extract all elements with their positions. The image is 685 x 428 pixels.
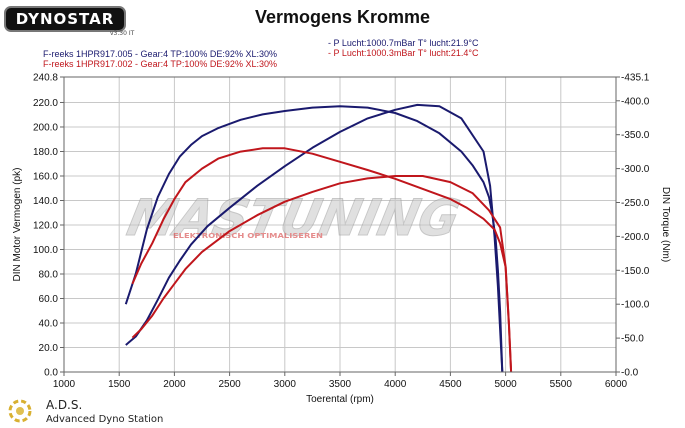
y2-tick-label: -250.0 (621, 198, 650, 209)
x-tick-label: 1500 (108, 379, 131, 390)
x-tick-label: 5000 (494, 379, 517, 390)
series-line-2 (124, 105, 504, 373)
y2-axis-label: DIN Torque (Nm) (660, 187, 671, 262)
x-tick-label: 5500 (550, 379, 573, 390)
x-tick-label: 4500 (439, 379, 462, 390)
x-tick-label: 4000 (384, 379, 407, 390)
legend-entry-series-2: F-reeks 1HPR917.002 - Gear:4 TP:100% DE:… (38, 48, 478, 81)
footer-subtitle: Advanced Dyno Station (46, 414, 164, 425)
legend-series-1-air: - P Lucht:1000.7mBar T° lucht:21.9°C (328, 38, 479, 48)
y2-tick-label: -300.0 (621, 164, 650, 175)
y-tick-label: 80.0 (39, 269, 59, 280)
series-line-3 (131, 175, 513, 373)
y-tick-label: 240.8 (33, 73, 58, 84)
y2-tick-label: -435.1 (621, 73, 650, 84)
series-line-4 (131, 147, 513, 373)
x-tick-label: 6000 (605, 379, 628, 390)
y2-tick-label: -150.0 (621, 266, 650, 277)
x-tick-label: 2000 (163, 379, 186, 390)
y-tick-label: 180.0 (33, 147, 58, 158)
watermark-sub-text: ELEKTRONISCH OPTIMALISEREN (173, 232, 323, 240)
x-tick-label: 1000 (53, 379, 76, 390)
y-tick-label: 140.0 (33, 196, 58, 207)
y-tick-label: 220.0 (33, 98, 58, 109)
y-tick-label: 40.0 (39, 318, 59, 329)
legend-entry-series-1: F-reeks 1HPR917.005 - Gear:4 TP:100% DE:… (38, 38, 478, 71)
y-axis-label: DIN Motor Vermogen (pk) (12, 168, 23, 282)
y2-tick-label: -0.0 (621, 368, 639, 379)
logo-version: v3.30 IT (110, 30, 135, 37)
dynostar-logo: DYNOSTAR (4, 6, 126, 32)
footer-title: A.D.S. (46, 398, 83, 412)
y2-tick-label: -100.0 (621, 300, 650, 311)
x-axis-label: Toerental (rpm) (306, 394, 374, 405)
y2-tick-label: -200.0 (621, 232, 650, 243)
ads-logo-icon (8, 399, 32, 423)
chart-title: Vermogens Kromme (254, 7, 431, 27)
y-tick-label: 160.0 (33, 171, 58, 182)
legend-series-1-settings: F-reeks 1HPR917.005 - Gear:4 TP:100% DE:… (43, 49, 277, 59)
y-tick-label: 200.0 (33, 122, 58, 133)
y-tick-label: 100.0 (33, 245, 58, 256)
y-tick-label: 20.0 (39, 343, 59, 354)
legend-series-2-settings: F-reeks 1HPR917.002 - Gear:4 TP:100% DE:… (43, 59, 277, 69)
chart-series (124, 103, 513, 373)
y-tick-label: 0.0 (44, 368, 58, 379)
y2-tick-label: -400.0 (621, 96, 650, 107)
x-tick-label: 2500 (218, 379, 241, 390)
legend-series-2-air: - P Lucht:1000.3mBar T° lucht:21.4°C (328, 48, 479, 58)
mastuning-watermark: MASTUNING ELEKTRONISCH OPTIMALISEREN (122, 188, 465, 247)
y2-tick-label: -350.0 (621, 130, 650, 141)
series-line-1 (125, 103, 504, 373)
x-tick-label: 3000 (274, 379, 297, 390)
y-tick-label: 60.0 (39, 294, 59, 305)
axis-ticks: 1000 1500 2000 2500 3000 3500 4000 4500 5000 5500… (33, 73, 650, 391)
y-tick-label: 120.0 (33, 220, 58, 231)
x-tick-label: 3500 (329, 379, 352, 390)
chart-grid (64, 77, 616, 372)
y2-tick-label: -50.0 (621, 334, 644, 345)
plot-frame (63, 76, 617, 373)
